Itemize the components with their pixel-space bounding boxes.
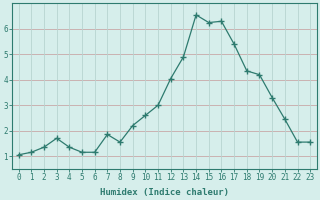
X-axis label: Humidex (Indice chaleur): Humidex (Indice chaleur) <box>100 188 229 197</box>
